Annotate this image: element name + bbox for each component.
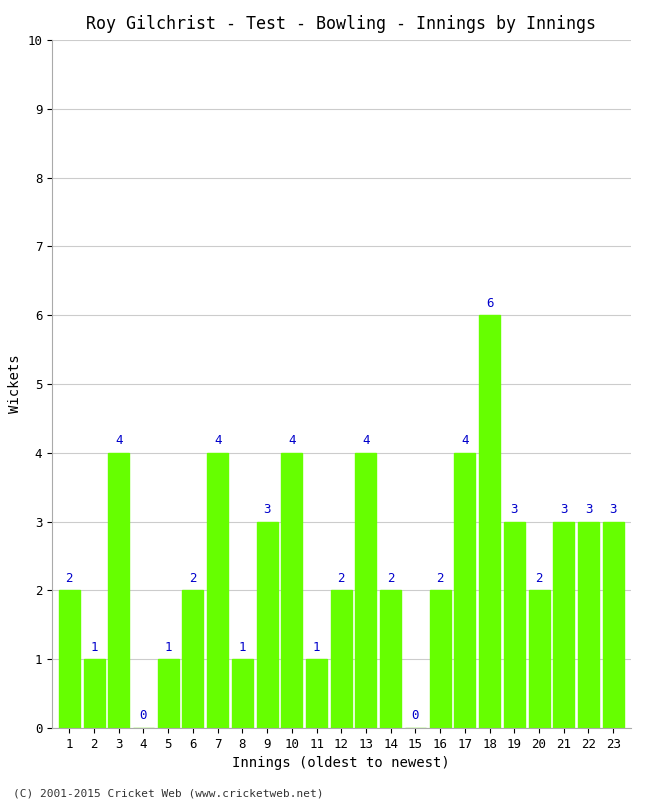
Text: 3: 3 — [585, 503, 592, 516]
Text: 3: 3 — [610, 503, 617, 516]
Bar — [58, 590, 80, 728]
Text: 4: 4 — [115, 434, 122, 447]
Bar — [578, 522, 599, 728]
Bar — [430, 590, 450, 728]
Bar — [109, 453, 129, 728]
Y-axis label: Wickets: Wickets — [8, 354, 21, 414]
Text: 1: 1 — [164, 641, 172, 654]
Text: 3: 3 — [510, 503, 518, 516]
Text: 2: 2 — [189, 572, 197, 585]
Text: 4: 4 — [214, 434, 222, 447]
Text: 2: 2 — [436, 572, 444, 585]
Bar — [331, 590, 352, 728]
Text: 1: 1 — [313, 641, 320, 654]
Bar — [603, 522, 624, 728]
Text: 4: 4 — [461, 434, 469, 447]
Text: 2: 2 — [66, 572, 73, 585]
Text: 3: 3 — [560, 503, 567, 516]
Text: 0: 0 — [411, 710, 419, 722]
Bar — [257, 522, 278, 728]
Bar — [356, 453, 376, 728]
Bar — [504, 522, 525, 728]
Bar — [306, 659, 327, 728]
Text: 2: 2 — [536, 572, 543, 585]
Text: (C) 2001-2015 Cricket Web (www.cricketweb.net): (C) 2001-2015 Cricket Web (www.cricketwe… — [13, 788, 324, 798]
Bar — [281, 453, 302, 728]
Text: 0: 0 — [140, 710, 147, 722]
Bar — [380, 590, 401, 728]
Bar — [158, 659, 179, 728]
Text: 4: 4 — [288, 434, 296, 447]
Bar — [553, 522, 574, 728]
Title: Roy Gilchrist - Test - Bowling - Innings by Innings: Roy Gilchrist - Test - Bowling - Innings… — [86, 15, 596, 33]
Text: 6: 6 — [486, 297, 493, 310]
Text: 4: 4 — [362, 434, 370, 447]
Text: 1: 1 — [239, 641, 246, 654]
Text: 3: 3 — [263, 503, 271, 516]
Bar — [183, 590, 203, 728]
Bar — [232, 659, 253, 728]
Bar — [479, 315, 500, 728]
Bar — [83, 659, 105, 728]
Text: 1: 1 — [90, 641, 98, 654]
Bar — [207, 453, 228, 728]
Bar — [454, 453, 475, 728]
Bar — [528, 590, 549, 728]
Text: 2: 2 — [337, 572, 345, 585]
Text: 2: 2 — [387, 572, 395, 585]
X-axis label: Innings (oldest to newest): Innings (oldest to newest) — [233, 756, 450, 770]
